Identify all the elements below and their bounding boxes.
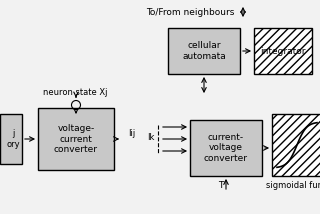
Text: cellular
automata: cellular automata <box>182 41 226 61</box>
Text: j
ory: j ory <box>6 129 20 149</box>
Text: sigmoidal func: sigmoidal func <box>266 180 320 190</box>
Bar <box>38 108 114 170</box>
Text: To/From neighbours: To/From neighbours <box>146 7 234 16</box>
Text: T: T <box>218 180 223 190</box>
Text: Iij: Iij <box>128 128 135 138</box>
Text: current-
voltage
converter: current- voltage converter <box>204 133 248 163</box>
Text: neuron state Xj: neuron state Xj <box>43 88 107 97</box>
Bar <box>190 120 262 176</box>
Text: integrator: integrator <box>260 46 306 55</box>
Bar <box>168 28 240 74</box>
Bar <box>254 28 312 74</box>
Text: voltage-
current
converter: voltage- current converter <box>54 124 98 154</box>
Bar <box>0 114 22 164</box>
Text: Ik: Ik <box>147 134 154 143</box>
Bar <box>272 114 320 176</box>
